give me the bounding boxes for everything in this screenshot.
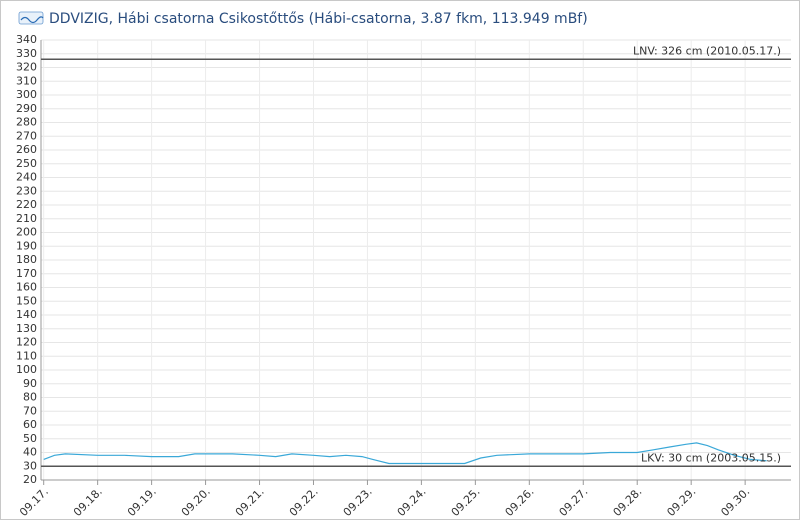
x-tick-label: 09.18. [71, 485, 105, 519]
y-tick-label: 60 [23, 418, 37, 431]
y-tick-label: 190 [16, 239, 37, 252]
logo [18, 11, 44, 25]
x-tick-label: 09.22. [287, 485, 321, 519]
y-tick-label: 230 [16, 184, 37, 197]
x-tick-label: 09.27. [557, 485, 591, 519]
y-tick-label: 120 [16, 336, 37, 349]
y-tick-label: 130 [16, 322, 37, 335]
y-tick-label: 40 [23, 446, 37, 459]
y-tick-label: 80 [23, 391, 37, 404]
y-tick-label: 330 [16, 47, 37, 60]
x-tick-label: 09.24. [395, 485, 429, 519]
x-tick-label: 09.25. [449, 485, 483, 519]
x-tick-label: 09.20. [179, 485, 213, 519]
x-tick-label: 09.29. [664, 485, 698, 519]
y-tick-label: 280 [16, 116, 37, 129]
y-tick-label: 50 [23, 432, 37, 445]
y-tick-label: 140 [16, 308, 37, 321]
reference-label: LKV: 30 cm (2003.05.15.) [641, 451, 781, 464]
y-tick-label: 220 [16, 198, 37, 211]
y-tick-label: 310 [16, 74, 37, 87]
y-tick-label: 300 [16, 88, 37, 101]
y-tick-label: 110 [16, 349, 37, 362]
reference-label: LNV: 326 cm (2010.05.17.) [633, 44, 781, 57]
x-tick-label: 09.30. [718, 485, 752, 519]
y-tick-label: 160 [16, 281, 37, 294]
y-tick-label: 250 [16, 157, 37, 170]
x-tick-label: 09.26. [503, 485, 537, 519]
x-tick-label: 09.28. [611, 485, 645, 519]
chart-title: DDVIZIG, Hábi csatorna Csikostőttős (Háb… [49, 11, 588, 27]
y-tick-label: 260 [16, 143, 37, 156]
y-tick-label: 90 [23, 377, 37, 390]
x-tick-label: 09.17. [17, 485, 51, 519]
x-tick-label: 09.19. [125, 485, 159, 519]
y-tick-label: 20 [23, 473, 37, 486]
y-tick-label: 290 [16, 102, 37, 115]
y-tick-label: 150 [16, 294, 37, 307]
y-tick-label: 270 [16, 129, 37, 142]
y-tick-label: 210 [16, 212, 37, 225]
y-tick-label: 240 [16, 171, 37, 184]
y-tick-label: 30 [23, 459, 37, 472]
y-tick-label: 70 [23, 404, 37, 417]
series-line [43, 442, 767, 465]
y-tick-label: 340 [16, 33, 37, 46]
y-tick-label: 200 [16, 226, 37, 239]
y-tick-label: 320 [16, 61, 37, 74]
x-tick-label: 09.23. [341, 485, 375, 519]
x-tick-label: 09.21. [233, 485, 267, 519]
y-tick-label: 100 [16, 363, 37, 376]
y-tick-label: 180 [16, 253, 37, 266]
y-tick-label: 170 [16, 267, 37, 280]
